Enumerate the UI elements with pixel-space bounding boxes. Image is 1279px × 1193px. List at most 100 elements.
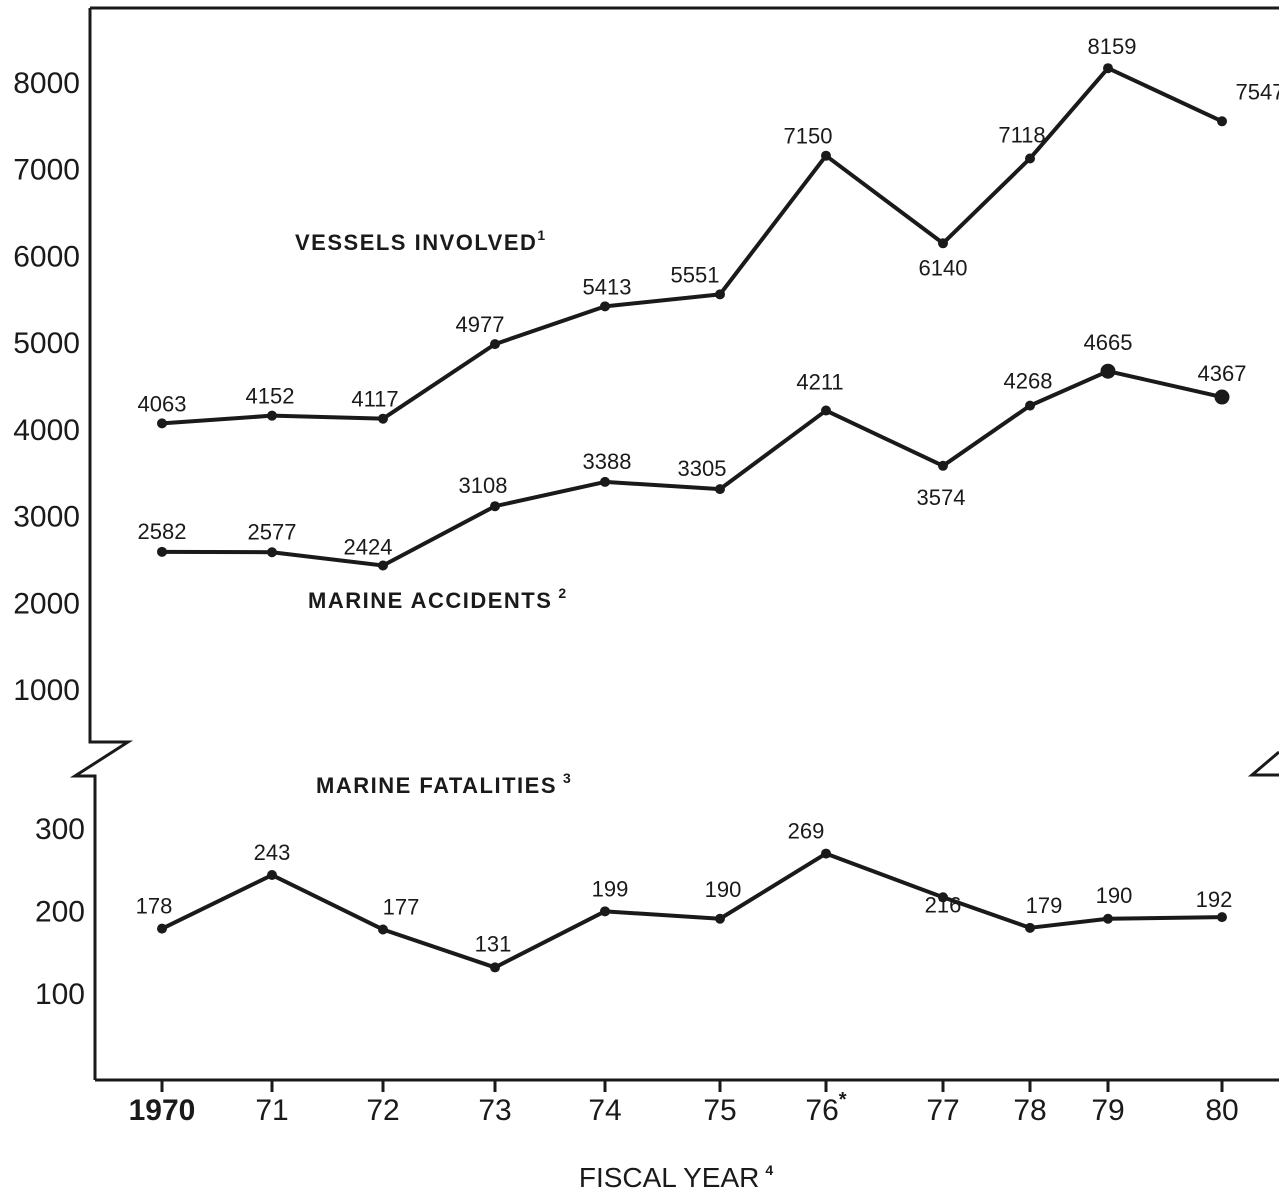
y-tick-label: 2000 [13,587,80,620]
data-point-marine-fatalities [600,906,610,917]
data-label-marine-accidents: 3108 [459,473,508,498]
data-point-marine-fatalities [378,924,388,935]
data-label-marine-fatalities: 243 [254,840,291,865]
data-label-vessels-involved: 8159 [1088,34,1137,59]
x-tick-label: 76* [805,1089,846,1127]
data-point-vessels-involved [1217,116,1227,127]
x-tick-label: 77 [926,1094,959,1127]
data-label-marine-fatalities: 131 [475,931,512,956]
data-point-vessels-involved [267,410,277,421]
data-label-marine-accidents: 3305 [678,456,727,481]
data-point-vessels-involved [938,238,948,249]
y-ticks-upper: 1000 2000 3000 4000 5000 6000 7000 8000 [13,67,80,707]
data-label-marine-fatalities: 192 [1196,887,1233,912]
data-label-marine-accidents: 2577 [248,519,297,544]
data-point-marine-accidents [938,460,948,471]
data-point-vessels-involved [600,301,610,312]
series-line-marine-fatalities [161,851,1223,970]
y-tick-label: 300 [35,813,85,846]
x-tick-label: 71 [255,1094,288,1127]
x-tick-label: 73 [478,1094,511,1127]
data-point-vessels-involved [490,339,500,350]
data-point-marine-fatalities [821,848,831,859]
axis-break-mark-right [1247,750,1279,777]
data-label-marine-accidents: 3388 [583,449,632,474]
data-label-marine-accidents: 4665 [1084,330,1133,355]
data-label-marine-fatalities: 269 [788,819,825,844]
series-label-vessels: VESSELS INVOLVED1 [295,227,547,255]
y-tick-label: 4000 [13,414,80,447]
data-label-vessels-involved: 4977 [456,312,505,337]
data-point-marine-accidents [1025,400,1035,411]
series-layer: 4063 4152 4117 4977 5413 5551 7150 6140 7118 8159… [136,34,1279,973]
y-tick-label: 6000 [13,240,80,273]
data-point-marine-fatalities [490,962,500,973]
data-label-vessels-involved: 7150 [784,124,833,149]
x-axis-title: FISCAL YEAR 4 [579,1162,774,1193]
x-tick-label: 78 [1013,1094,1046,1127]
data-point-vessels-involved [378,413,388,424]
data-point-marine-accidents [1214,389,1230,405]
data-point-marine-fatalities [938,892,948,903]
data-label-vessels-involved: 5551 [671,262,720,287]
data-label-vessels-involved: 7118 [998,122,1045,147]
data-point-marine-fatalities [1103,913,1113,924]
data-label-marine-fatalities: 178 [136,894,173,919]
y-tick-label: 5000 [13,327,80,360]
data-point-vessels-involved [157,418,167,429]
data-label-vessels-involved: 6140 [919,255,968,280]
data-point-marine-accidents [490,501,500,512]
y-axis-line [69,8,134,1080]
series-label-accidents: MARINE ACCIDENTS 2 [308,585,568,613]
data-point-marine-fatalities [715,913,725,924]
y-tick-label: 3000 [13,501,80,534]
data-point-marine-fatalities [267,870,277,881]
data-label-marine-accidents: 2582 [138,519,187,544]
data-label-vessels-involved: 7547 [1236,79,1279,104]
x-tick-label: 75 [703,1094,736,1127]
data-label-vessels-involved: 5413 [583,274,632,299]
x-ticks: 1970 71 72 73 74 75 76* 77 78 79 80 [129,1080,1239,1127]
series-footnote-accidents: 2 [558,585,567,601]
y-tick-label: 8000 [13,67,80,100]
data-point-vessels-involved [1025,153,1035,164]
data-label-marine-fatalities: 177 [383,894,420,919]
data-point-vessels-involved [1103,63,1113,74]
data-point-marine-accidents [600,476,610,487]
data-label-vessels-involved: 4152 [246,384,295,409]
x-tick-label: 79 [1091,1094,1124,1127]
data-point-marine-fatalities [157,923,167,934]
data-point-marine-fatalities [1025,922,1035,933]
data-label-marine-fatalities: 190 [1096,883,1133,908]
y-tick-label: 7000 [13,154,80,187]
x-tick-label: 1970 [129,1094,196,1127]
data-label-marine-accidents: 2424 [344,535,393,560]
x-tick-footnote: * [839,1089,847,1111]
data-point-marine-fatalities [1217,912,1227,923]
x-tick-label: 74 [588,1094,621,1127]
y-tick-label: 100 [35,978,85,1011]
data-label-marine-accidents: 3574 [917,485,966,510]
data-label-vessels-involved: 4063 [138,391,187,416]
data-label-marine-fatalities: 179 [1026,893,1063,918]
data-label-marine-accidents: 4367 [1198,361,1247,386]
x-axis-title-footnote: 4 [765,1162,773,1178]
series-footnote-fatalities: 3 [563,770,572,786]
data-point-vessels-involved [715,289,725,300]
x-tick-label: 72 [366,1094,399,1127]
y-tick-label: 1000 [13,674,80,707]
data-point-marine-accidents [378,560,388,571]
series-label-fatalities: MARINE FATALITIES 3 [316,770,572,798]
data-point-marine-accidents [715,484,725,495]
data-point-vessels-involved [821,150,831,161]
data-point-marine-accidents [821,405,831,416]
data-point-marine-accidents [267,547,277,558]
series-footnote-vessels: 1 [537,227,546,243]
data-label-marine-accidents: 4211 [796,370,843,395]
x-tick-label: 80 [1205,1094,1238,1127]
data-label-marine-fatalities: 190 [705,877,742,902]
y-ticks-lower: 100 200 300 [35,813,85,1011]
y-tick-label: 200 [35,896,85,929]
data-label-vessels-involved: 4117 [351,387,398,412]
